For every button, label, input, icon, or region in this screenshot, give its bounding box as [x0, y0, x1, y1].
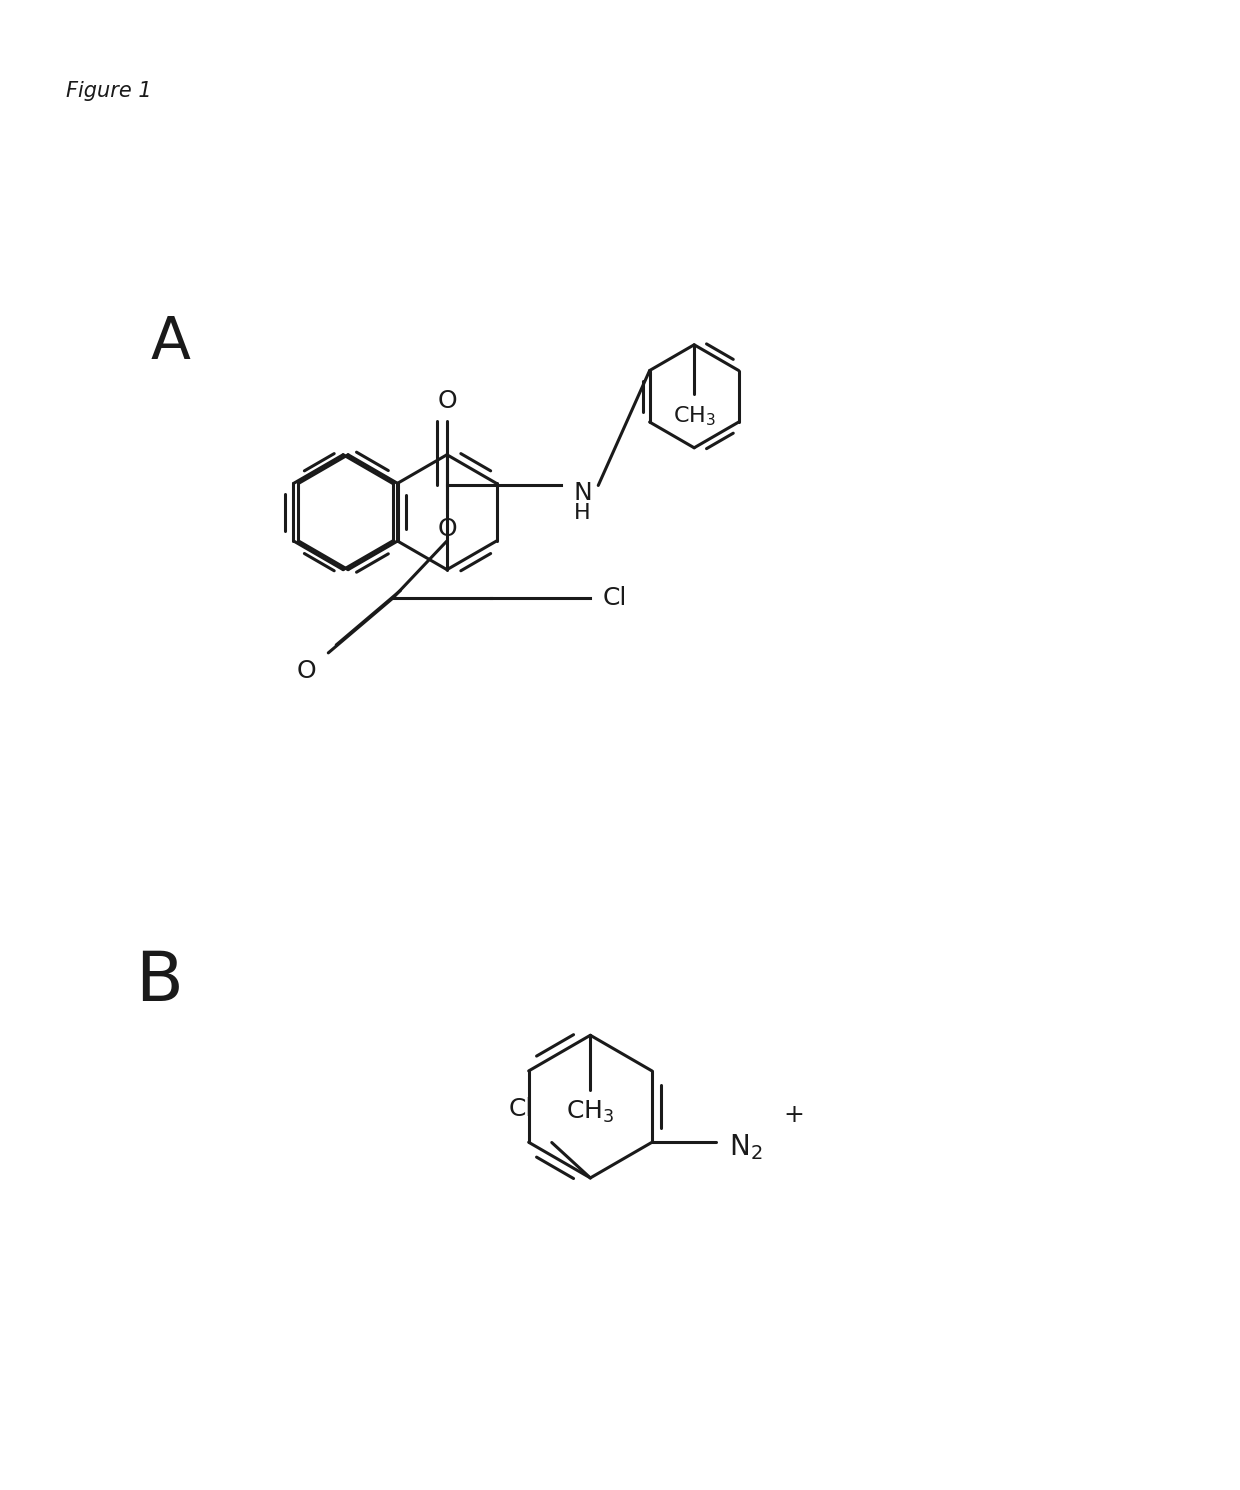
Text: O: O — [296, 659, 316, 682]
Text: H: H — [574, 504, 590, 523]
Text: O: O — [438, 517, 456, 541]
Text: O: O — [438, 389, 456, 413]
Text: +: + — [782, 1103, 804, 1126]
Text: N$_2$: N$_2$ — [729, 1132, 763, 1162]
Text: Cl: Cl — [508, 1097, 533, 1120]
Text: CH$_3$: CH$_3$ — [672, 404, 715, 428]
Text: CH$_3$: CH$_3$ — [567, 1098, 615, 1125]
Text: B: B — [135, 948, 184, 1015]
Text: A: A — [150, 314, 190, 371]
Text: N: N — [573, 481, 591, 505]
Text: Cl: Cl — [603, 587, 627, 611]
Text: Figure 1: Figure 1 — [66, 82, 151, 101]
